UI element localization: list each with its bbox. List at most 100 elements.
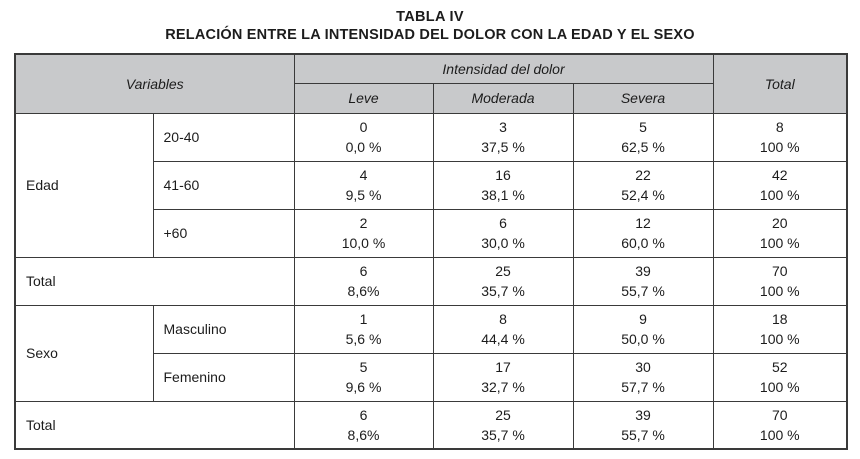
data-cell: 16 38,1 %	[432, 160, 574, 210]
percent-value: 52,4 %	[621, 187, 665, 203]
percent-value: 100 %	[759, 426, 800, 443]
category-label: Femenino	[152, 352, 295, 402]
count-value: 70	[771, 406, 788, 423]
count-value: 22	[635, 167, 651, 183]
category-label: 20-40	[152, 112, 295, 162]
data-cell: 22 52,4 %	[572, 160, 714, 210]
count-value: 25	[495, 263, 511, 279]
data-cell: 17 32,7 %	[432, 352, 574, 402]
count-value: 39	[635, 406, 651, 423]
table-row-edad-total: Total 6 8,6% 25 35,7 % 39 55,7 % 70 100 …	[14, 256, 848, 306]
percent-value: 30,0 %	[481, 235, 525, 251]
count-value: 5	[639, 119, 647, 135]
count-value: 18	[771, 311, 788, 327]
data-cell: 6 30,0 %	[432, 208, 574, 258]
percent-value: 8,6%	[347, 426, 380, 443]
header-variables: Variables	[14, 53, 295, 114]
percent-value: 35,7 %	[481, 426, 525, 443]
count-value: 9	[639, 311, 647, 327]
data-cell: 39 55,7 %	[572, 400, 714, 450]
data-cell: 52 100 %	[712, 352, 848, 402]
data-cell: 9 50,0 %	[572, 304, 714, 354]
count-value: 16	[495, 167, 511, 183]
data-cell: 8 100 %	[712, 112, 848, 162]
header-level-moderada: Moderada	[432, 82, 574, 114]
table-row-edad-41-60: 41-60 4 9,5 % 16 38,1 % 22 52,4 % 42 100…	[15, 160, 848, 210]
header-row-1: Variables Intensidad del dolor Total	[14, 53, 848, 114]
percent-value: 100 %	[759, 235, 800, 251]
count-value: 8	[775, 119, 784, 135]
count-value: 5	[359, 359, 368, 375]
data-cell: 2 10,0 %	[293, 208, 434, 258]
percent-value: 50,0 %	[621, 331, 665, 347]
category-label: +60	[152, 208, 295, 258]
percent-value: 57,7 %	[621, 379, 665, 395]
data-cell: 6 8,6%	[293, 256, 434, 306]
header-row-2: Leve Moderada Severa	[15, 82, 847, 114]
total-row-label: Total	[14, 400, 295, 450]
count-value: 20	[771, 215, 788, 231]
count-value: 6	[359, 263, 368, 279]
table-body: Edad 20-40 0 0,0 % 3 37,5 % 5 62,5 % 8 1…	[14, 112, 848, 450]
percent-value: 0,0 %	[345, 139, 382, 155]
percent-value: 60,0 %	[621, 235, 665, 251]
count-value: 70	[771, 263, 788, 279]
data-table: Variables Intensidad del dolor Total Lev…	[14, 53, 849, 450]
percent-value: 62,5 %	[621, 139, 665, 155]
data-cell: 5 62,5 %	[572, 112, 714, 162]
table-row-sexo-masculino: Sexo Masculino 1 5,6 % 8 44,4 % 9 50,0 %…	[14, 304, 848, 402]
data-cell: 25 35,7 %	[432, 256, 574, 306]
header-total: Total	[712, 53, 848, 114]
count-value: 6	[499, 215, 507, 231]
percent-value: 100 %	[759, 379, 800, 395]
data-cell: 39 55,7 %	[572, 256, 714, 306]
table-subtitle: RELACIÓN ENTRE LA INTENSIDAD DEL DOLOR C…	[165, 27, 695, 43]
percent-value: 100 %	[759, 187, 800, 203]
percent-value: 38,1 %	[481, 187, 525, 203]
category-label: 41-60	[152, 160, 295, 210]
data-cell: 4 9,5 %	[293, 160, 434, 210]
percent-value: 55,7 %	[621, 426, 665, 443]
table-header: Variables Intensidad del dolor Total Lev…	[14, 53, 848, 114]
percent-value: 32,7 %	[481, 379, 525, 395]
table-row-sexo-total: Total 6 8,6% 25 35,7 % 39 55,7 % 70 100 …	[14, 400, 848, 450]
header-intensity-group: Intensidad del dolor	[293, 53, 714, 84]
percent-value: 9,5 %	[345, 187, 382, 203]
percent-value: 8,6%	[347, 283, 380, 299]
percent-value: 100 %	[759, 139, 800, 155]
percent-value: 37,5 %	[481, 139, 525, 155]
count-value: 52	[771, 359, 788, 375]
count-value: 3	[499, 119, 507, 135]
count-value: 25	[495, 406, 511, 423]
data-cell: 8 44,4 %	[432, 304, 574, 354]
header-level-severa: Severa	[572, 82, 714, 114]
data-cell: 1 5,6 %	[293, 304, 434, 354]
percent-value: 55,7 %	[621, 283, 665, 299]
percent-value: 10,0 %	[341, 235, 386, 251]
count-value: 12	[635, 215, 651, 231]
header-level-leve: Leve	[293, 82, 434, 114]
percent-value: 100 %	[759, 331, 800, 347]
data-cell: 70 100 %	[712, 400, 848, 450]
count-value: 4	[359, 167, 368, 183]
data-cell: 18 100 %	[712, 304, 848, 354]
data-cell: 20 100 %	[712, 208, 848, 258]
count-value: 1	[359, 311, 368, 327]
count-value: 17	[495, 359, 511, 375]
data-cell: 70 100 %	[712, 256, 848, 306]
percent-value: 5,6 %	[345, 331, 382, 347]
data-cell: 3 37,5 %	[432, 112, 574, 162]
data-cell: 12 60,0 %	[572, 208, 714, 258]
data-cell: 6 8,6%	[293, 400, 434, 450]
data-cell: 30 57,7 %	[572, 352, 714, 402]
group-label-edad: Edad	[14, 112, 154, 258]
table-row-edad-20-40: Edad 20-40 0 0,0 % 3 37,5 % 5 62,5 % 8 1…	[14, 112, 848, 258]
percent-value: 100 %	[759, 283, 800, 299]
data-cell: 5 9,6 %	[293, 352, 434, 402]
count-value: 0	[359, 119, 368, 135]
percent-value: 44,4 %	[481, 331, 525, 347]
total-row-label: Total	[14, 256, 295, 306]
count-value: 30	[635, 359, 651, 375]
count-value: 2	[359, 215, 368, 231]
